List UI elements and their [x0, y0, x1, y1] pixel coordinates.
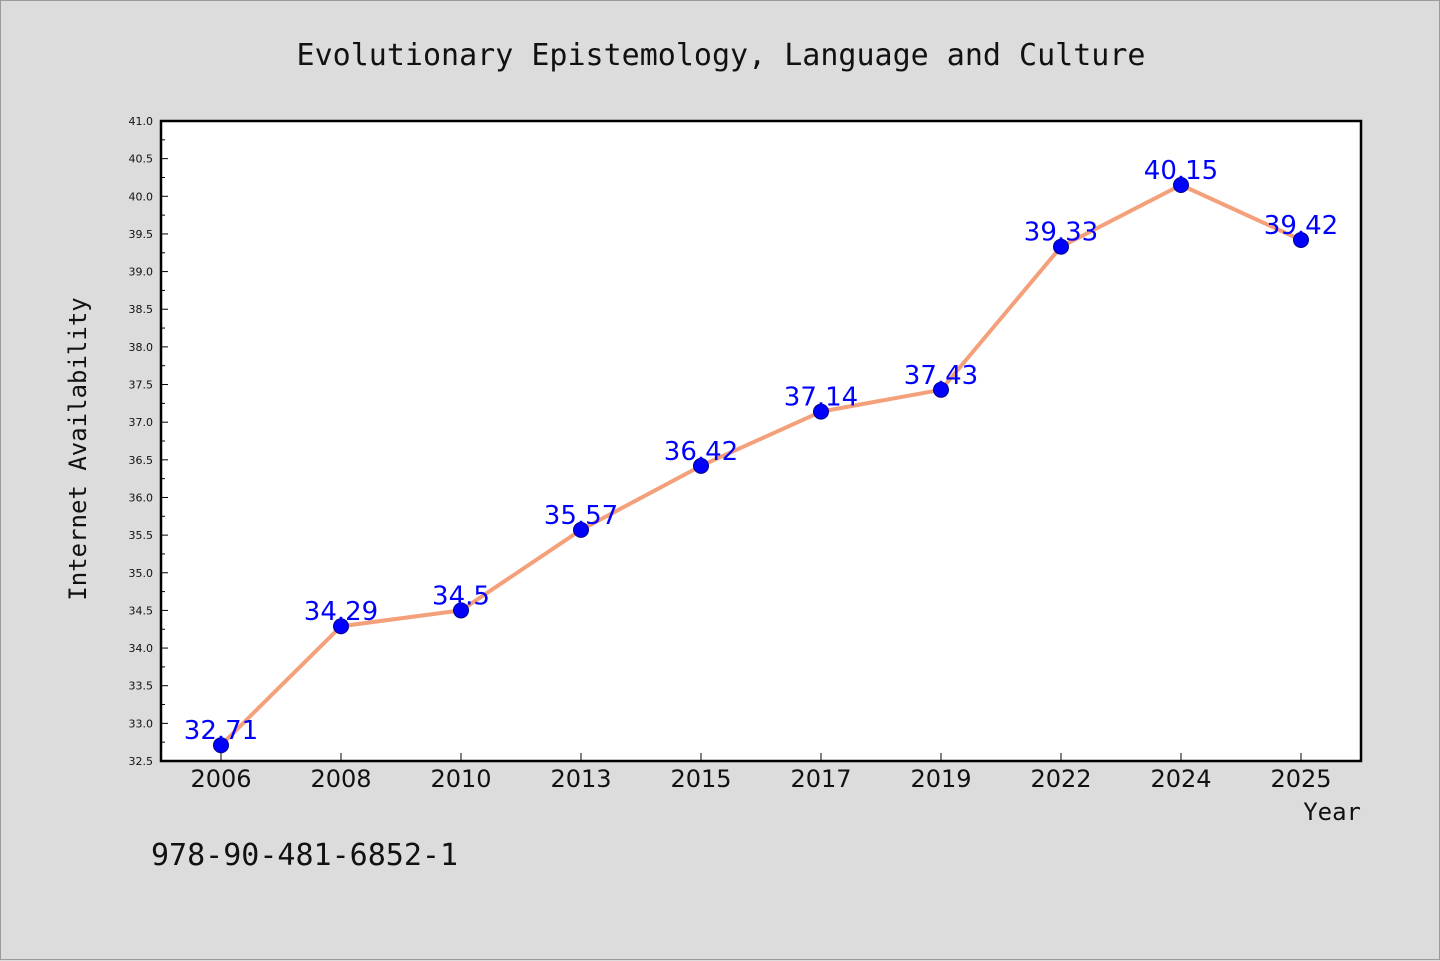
y-tick-label: 36.0 — [129, 491, 154, 504]
data-label: 37.43 — [904, 361, 978, 391]
y-tick-label: 38.5 — [129, 303, 154, 316]
y-tick-label: 39.0 — [129, 266, 154, 279]
data-point — [453, 602, 469, 619]
data-label: 39.33 — [1024, 218, 1098, 248]
y-tick-label: 33.5 — [129, 680, 154, 693]
data-point — [573, 521, 589, 538]
isbn-text: 978-90-481-6852-1 — [151, 838, 458, 873]
y-tick-label: 37.5 — [129, 379, 154, 392]
x-tick-label: 2008 — [310, 765, 371, 793]
data-label: 37.14 — [784, 383, 858, 413]
data-point — [693, 457, 709, 474]
data-point — [1293, 231, 1309, 248]
x-tick-label: 2006 — [190, 765, 251, 793]
data-label: 39.42 — [1264, 211, 1338, 241]
data-label: 40.15 — [1144, 156, 1218, 186]
y-tick-label: 40.5 — [129, 153, 154, 166]
data-point — [813, 403, 829, 420]
plot-area: 32.5 33.0 33.5 34.0 34.5 35.0 35.5 36.0 36.5 37.0… — [129, 115, 1363, 793]
x-tick-label: 2015 — [670, 765, 731, 793]
chart-title: Evolutionary Epistemology, Language and … — [297, 38, 1146, 73]
series-line — [219, 183, 1302, 747]
y-tick-label: 37.0 — [129, 416, 154, 429]
data-label: 36.42 — [664, 437, 738, 467]
data-point — [333, 618, 349, 635]
y-tick-label: 32.5 — [129, 755, 154, 768]
y-tick-label: 34.5 — [129, 604, 154, 617]
y-tick-label: 33.0 — [129, 717, 154, 730]
y-tick-label: 34.0 — [129, 642, 154, 655]
data-point — [1053, 238, 1069, 255]
data-label: 32.71 — [184, 716, 258, 746]
data-label: 35.57 — [544, 501, 618, 531]
data-point — [1173, 177, 1189, 193]
x-tick-label: 2017 — [790, 765, 851, 793]
y-tick-label: 40.0 — [129, 190, 154, 203]
x-tick-label: 2024 — [1150, 765, 1211, 793]
y-tick-label: 36.5 — [129, 454, 154, 467]
y-tick-label: 35.0 — [129, 567, 154, 580]
x-tick-label: 2013 — [550, 765, 611, 793]
x-tick-label: 2025 — [1270, 765, 1331, 793]
y-tick-label: 35.5 — [129, 529, 154, 542]
data-point — [213, 737, 229, 754]
x-axis-label: Year — [1303, 798, 1361, 826]
y-tick-label: 41.0 — [129, 115, 154, 128]
x-tick-label: 2019 — [910, 765, 971, 793]
data-label: 34.5 — [432, 581, 490, 611]
y-tick-label: 38.0 — [129, 341, 154, 354]
x-tick-label: 2022 — [1030, 765, 1091, 793]
y-axis-label: Internet Availability — [64, 297, 92, 600]
plot-background — [161, 121, 1361, 761]
plot-border — [159, 119, 1363, 763]
y-tick-label: 39.5 — [129, 228, 154, 241]
data-point — [933, 381, 949, 398]
x-tick-label: 2010 — [430, 765, 491, 793]
data-label: 34.29 — [304, 597, 378, 627]
